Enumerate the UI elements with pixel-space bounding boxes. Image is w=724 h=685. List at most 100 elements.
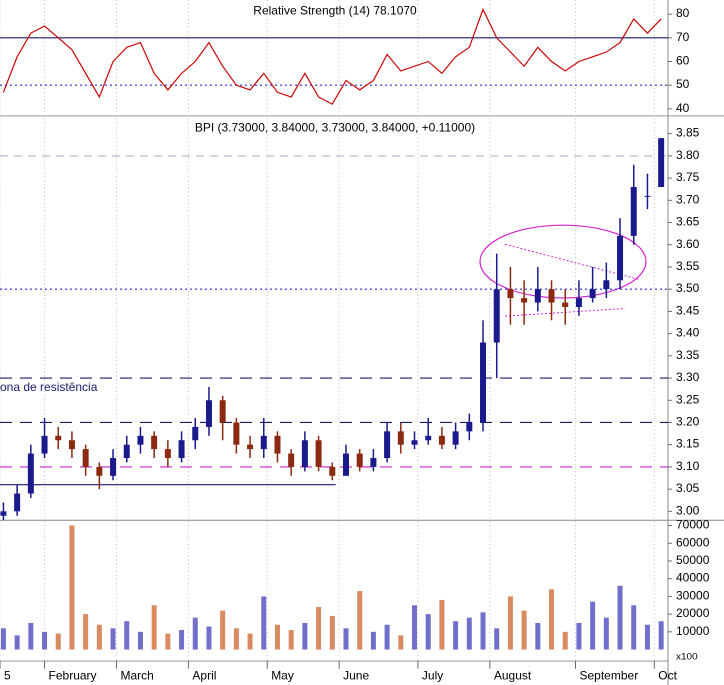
candle-body xyxy=(260,435,267,450)
volume-bar xyxy=(357,591,363,650)
candle-body xyxy=(288,453,295,467)
volume-bar xyxy=(192,617,198,650)
y-tick-label: 60 xyxy=(676,55,690,68)
volume-bar xyxy=(274,624,280,650)
volume-bar xyxy=(261,596,267,650)
candle-body xyxy=(68,440,75,450)
volume-bar xyxy=(110,628,116,650)
y-tick-label: 3.25 xyxy=(676,394,700,407)
y-tick-label: 3.15 xyxy=(676,438,700,451)
candle-body xyxy=(493,289,500,343)
y-tick-label: 50000 xyxy=(676,554,710,567)
y-tick-label: 70000 xyxy=(676,519,710,532)
candle-body xyxy=(425,435,432,441)
y-tick-label: 3.60 xyxy=(676,238,700,251)
volume-bar xyxy=(288,630,294,650)
candle-body xyxy=(603,280,610,290)
y-tick-label: 80 xyxy=(676,7,690,20)
candle-body xyxy=(27,453,34,494)
y-tick-label: 3.80 xyxy=(676,149,700,162)
price-title: BPI (3.73000, 3.84000, 3.73000, 3.84000,… xyxy=(195,122,475,135)
candle-body xyxy=(192,426,199,441)
candle-body xyxy=(411,440,418,445)
candle-body xyxy=(370,458,377,467)
candle-body xyxy=(342,453,349,476)
candle-body xyxy=(301,440,308,467)
y-tick-label: 3.10 xyxy=(676,460,700,473)
volume-bar xyxy=(28,622,34,650)
volume-bar xyxy=(535,622,541,650)
x-tick-label: February xyxy=(49,670,97,683)
candle-body xyxy=(384,431,391,459)
candle-body xyxy=(521,298,528,303)
volume-bar xyxy=(302,622,308,650)
y-tick-label: 3.50 xyxy=(676,282,700,295)
candle-body xyxy=(658,138,665,188)
candle-body xyxy=(137,435,144,445)
volume-bar xyxy=(55,633,61,650)
y-tick-label: 40000 xyxy=(676,572,710,585)
volume-bar xyxy=(521,610,527,650)
candle-body xyxy=(575,298,582,307)
volume-bar xyxy=(466,617,472,650)
volume-bar xyxy=(453,621,459,650)
candle-body xyxy=(123,444,130,459)
volume-bar xyxy=(247,633,253,650)
y-tick-label: 3.40 xyxy=(676,327,700,340)
y-tick-label: 60000 xyxy=(676,537,710,550)
y-tick-label: 10000 xyxy=(676,625,710,638)
candle-body xyxy=(164,449,171,459)
rsi-line xyxy=(2,7,662,105)
candle-body xyxy=(452,431,459,445)
y-tick-label: 40 xyxy=(676,102,690,115)
volume-bar xyxy=(576,622,582,650)
volume-bar xyxy=(316,607,322,650)
volume-bar xyxy=(398,635,404,650)
candle-body xyxy=(589,289,596,299)
volume-bar xyxy=(329,615,335,650)
y-tick-label: 30000 xyxy=(676,590,710,603)
volume-bar xyxy=(412,605,418,650)
candle-body xyxy=(480,342,487,423)
candle-body xyxy=(466,422,473,432)
pattern-ellipse xyxy=(479,224,647,299)
volume-bar xyxy=(631,605,637,650)
candle-body xyxy=(82,449,89,467)
volume-bar xyxy=(69,525,75,650)
candle-body xyxy=(0,511,7,516)
volume-bar xyxy=(0,628,6,650)
candle-body xyxy=(41,435,48,454)
y-tick-label: 3.85 xyxy=(676,127,700,140)
x-tick-label: May xyxy=(271,670,294,683)
volume-bar xyxy=(549,589,555,650)
candle-body xyxy=(110,458,117,476)
candle-body xyxy=(219,400,226,423)
candle-body xyxy=(151,435,158,450)
x-tick-label: Oct xyxy=(658,670,677,683)
candle-body xyxy=(329,466,336,476)
y-tick-label: 20000 xyxy=(676,607,710,620)
volume-bar xyxy=(137,631,143,650)
volume-bar xyxy=(603,617,609,650)
candle-body xyxy=(233,422,240,445)
y-tick-label: 3.70 xyxy=(676,194,700,207)
candle-body xyxy=(644,195,651,197)
candle-body xyxy=(548,289,555,303)
volume-bar xyxy=(343,628,349,650)
candle-body xyxy=(617,235,624,281)
volume-bar xyxy=(480,612,486,650)
annotation: ona de resistência xyxy=(0,381,98,394)
volume-bar xyxy=(14,635,20,650)
y-tick-label: 3.65 xyxy=(676,216,700,229)
volume-bar xyxy=(644,624,650,650)
volume-bar xyxy=(658,621,664,650)
candle-body xyxy=(96,466,103,476)
candle-body xyxy=(507,289,514,299)
volume-bar xyxy=(233,628,239,650)
volume-bar xyxy=(425,614,431,650)
volume-bar xyxy=(124,621,130,650)
volume-bar xyxy=(220,610,226,650)
volume-bar xyxy=(439,599,445,650)
candle-body xyxy=(14,493,21,512)
